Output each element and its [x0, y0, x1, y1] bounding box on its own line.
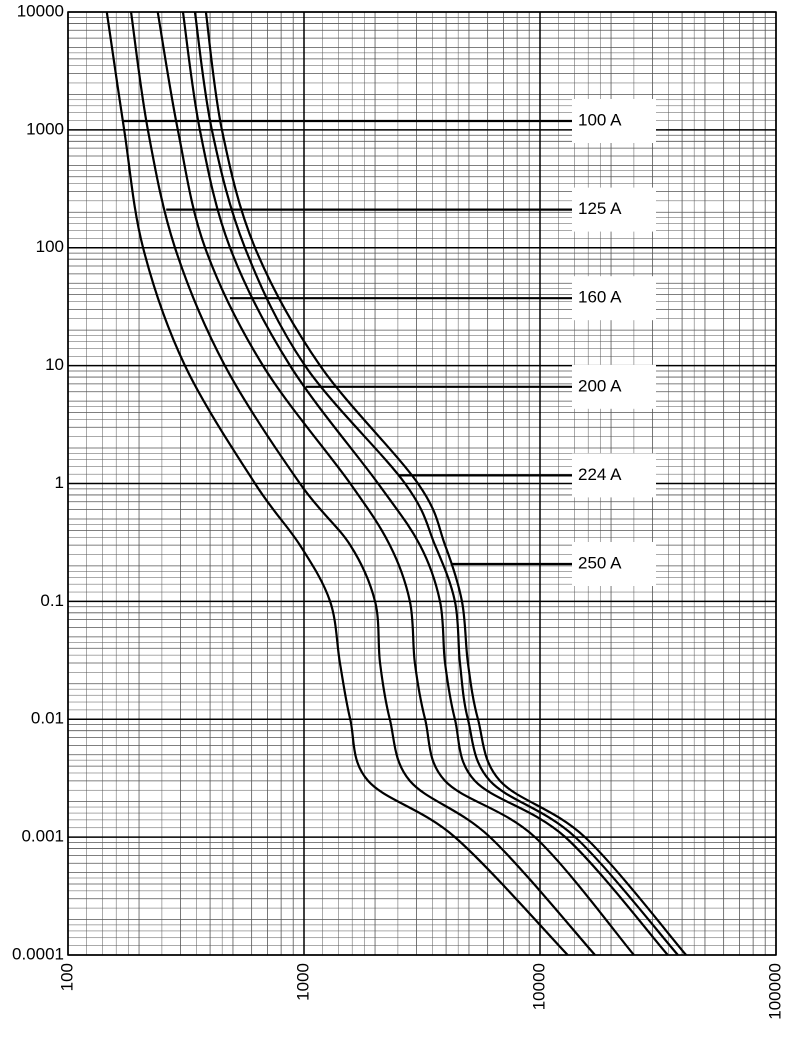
label-background — [572, 187, 656, 232]
series-line — [129, 11, 596, 956]
series-label: 160 A — [578, 288, 622, 307]
y-tick-label: 10 — [45, 355, 64, 374]
label-background — [572, 542, 656, 586]
series-line — [156, 11, 635, 956]
label-background — [572, 364, 656, 409]
series-line — [105, 11, 569, 956]
x-tick-label: 100 — [57, 963, 76, 991]
label-background — [572, 99, 656, 143]
x-tick-label: 1000 — [293, 963, 312, 1001]
series-label: 250 A — [578, 553, 622, 572]
y-tick-label: 1000 — [26, 119, 64, 138]
y-tick-label: 0.01 — [31, 709, 64, 728]
x-tick-label: 10000 — [529, 963, 548, 1010]
series-line — [204, 11, 687, 956]
x-tick-label: 100000 — [765, 963, 784, 1020]
series-line — [181, 11, 669, 956]
series-label: 100 A — [578, 110, 622, 129]
series-label: 200 A — [578, 376, 622, 395]
series-line — [193, 11, 679, 956]
y-tick-label: 1 — [55, 473, 64, 492]
label-background — [572, 276, 656, 321]
y-tick-label: 100 — [36, 237, 64, 256]
y-tick-label: 0.0001 — [12, 944, 64, 963]
plot-frame — [67, 11, 777, 956]
y-tick-label: 0.1 — [40, 591, 64, 610]
series-label: 125 A — [578, 199, 622, 218]
label-background — [572, 453, 656, 498]
y-tick-label: 0.001 — [21, 827, 64, 846]
y-tick-label: 10000 — [17, 1, 64, 20]
series-label: 224 A — [578, 465, 622, 484]
